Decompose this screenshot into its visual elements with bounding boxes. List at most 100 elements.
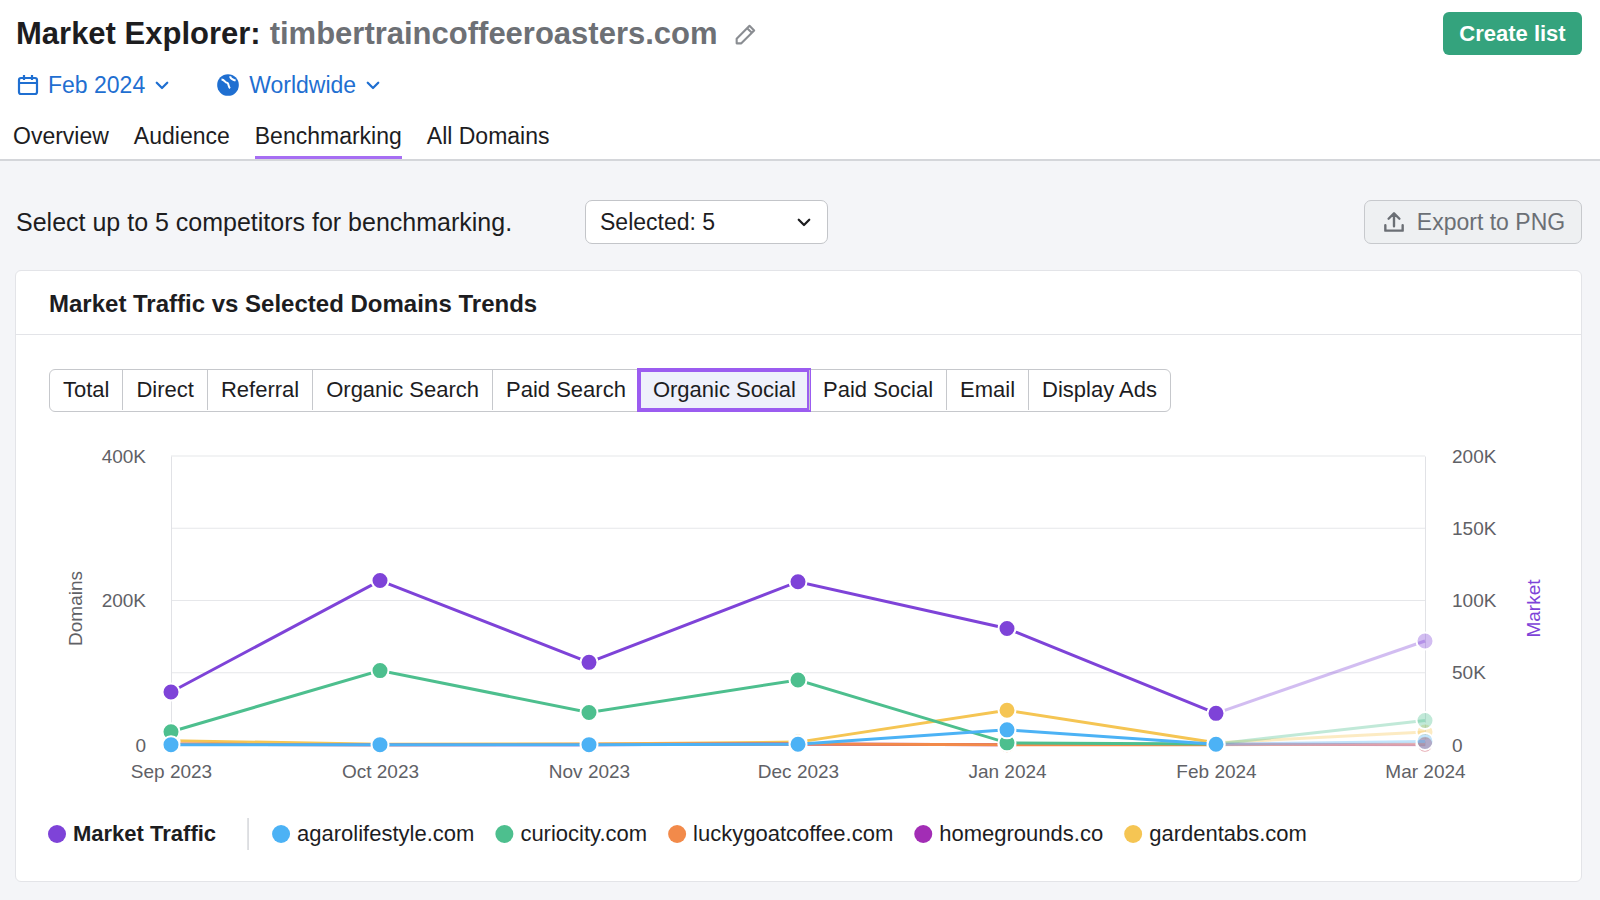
tick: 200K: [102, 590, 171, 611]
point-marker[interactable]: [163, 736, 180, 753]
channel-button[interactable]: Paid Social: [809, 370, 946, 410]
point-marker[interactable]: [790, 573, 807, 590]
series-line-partial: [1216, 743, 1425, 746]
tick-label: 200K: [1452, 446, 1497, 467]
point-marker[interactable]: [581, 736, 598, 753]
legend-item[interactable]: Market Traffic: [48, 821, 216, 846]
benchmark-prompt: Select up to 5 competitors for benchmark…: [16, 200, 512, 244]
point-marker[interactable]: [1208, 736, 1225, 753]
tick: Oct 2023: [342, 745, 419, 782]
point-marker[interactable]: [581, 736, 598, 753]
point-marker[interactable]: [999, 702, 1016, 719]
region-filter[interactable]: Worldwide: [215, 72, 382, 99]
date-filter[interactable]: Feb 2024: [16, 72, 171, 99]
legend-item[interactable]: curiocity.com: [495, 821, 647, 846]
point-marker[interactable]: [372, 662, 389, 679]
point-marker[interactable]: [790, 734, 807, 751]
tick-label: 0: [135, 735, 146, 756]
edit-icon[interactable]: [732, 20, 760, 48]
tick-label: Dec 2023: [758, 761, 839, 782]
upload-icon: [1381, 209, 1407, 235]
point-marker[interactable]: [372, 736, 389, 753]
point-marker[interactable]: [1417, 733, 1434, 750]
tab[interactable]: Audience: [134, 116, 230, 161]
point-marker[interactable]: [372, 736, 389, 753]
tick: 50K: [1425, 662, 1486, 683]
channel-button[interactable]: Organic Search: [312, 370, 492, 410]
competitor-selector[interactable]: Selected: 5: [585, 200, 828, 244]
axis-line: [1425, 457, 1426, 746]
tick-label: Oct 2023: [342, 761, 419, 782]
series-line: [171, 671, 1216, 744]
point-marker[interactable]: [1208, 734, 1225, 751]
legend-marker: [914, 825, 932, 843]
point-marker[interactable]: [372, 736, 389, 753]
series-line: [171, 581, 1216, 714]
point-marker[interactable]: [163, 736, 180, 753]
point-marker[interactable]: [581, 654, 598, 671]
point-marker[interactable]: [999, 736, 1016, 753]
point-marker[interactable]: [581, 704, 598, 721]
grid-line: [171, 528, 1425, 529]
point-marker[interactable]: [581, 736, 598, 753]
point-marker[interactable]: [1417, 736, 1434, 753]
point-marker[interactable]: [790, 671, 807, 688]
export-button[interactable]: Export to PNG: [1364, 200, 1582, 244]
tabs: Overview Audience Benchmarking All Domains: [13, 116, 575, 161]
legend-item[interactable]: luckygoatcoffee.com: [668, 821, 893, 846]
point-marker[interactable]: [999, 736, 1016, 753]
axis-line: [172, 745, 1426, 746]
point-marker[interactable]: [1417, 712, 1434, 729]
point-marker[interactable]: [581, 735, 598, 752]
point-marker[interactable]: [790, 736, 807, 753]
channel-button[interactable]: Referral: [207, 370, 312, 410]
channel-button[interactable]: Organic Social: [639, 370, 809, 410]
filters: Feb 2024 Worldwide: [16, 66, 418, 104]
point-marker[interactable]: [163, 732, 180, 749]
point-marker[interactable]: [163, 736, 180, 753]
point-marker[interactable]: [999, 734, 1016, 751]
point-marker[interactable]: [1417, 736, 1434, 753]
globe: [217, 74, 239, 96]
legend-item[interactable]: homegrounds.co: [914, 821, 1103, 846]
point-marker[interactable]: [1417, 723, 1434, 740]
channel-button[interactable]: Display Ads: [1028, 370, 1170, 410]
title-domain: timbertraincoffeeroasters.com: [270, 16, 718, 52]
chart-card: [15, 270, 1582, 882]
channel-button[interactable]: Paid Search: [492, 370, 639, 410]
channel-button[interactable]: Total: [50, 370, 122, 410]
tick: 0: [1425, 735, 1463, 756]
tab[interactable]: All Domains: [427, 116, 550, 161]
tick-label: 0: [1452, 735, 1463, 756]
tab-divider: [0, 159, 1600, 161]
legend-item[interactable]: gardentabs.com: [1124, 821, 1307, 846]
channel-button[interactable]: Direct: [122, 370, 206, 410]
create-list-button[interactable]: Create list: [1443, 12, 1582, 55]
point-marker[interactable]: [999, 721, 1016, 738]
point-marker[interactable]: [163, 723, 180, 740]
point-marker[interactable]: [1208, 705, 1225, 722]
point-marker[interactable]: [372, 572, 389, 589]
point-marker[interactable]: [790, 735, 807, 752]
tick: 200K: [1425, 446, 1497, 467]
region-label: Worldwide: [249, 72, 356, 99]
point-marker[interactable]: [163, 683, 180, 700]
point-marker[interactable]: [372, 736, 389, 753]
point-marker[interactable]: [999, 620, 1016, 637]
legend-marker: [272, 825, 290, 843]
tab[interactable]: Overview: [13, 116, 109, 161]
point-marker[interactable]: [1417, 632, 1434, 649]
tick: Jan 2024: [968, 745, 1047, 782]
legend-item[interactable]: agarolifestyle.com: [272, 821, 474, 846]
chevron-icon: [795, 213, 813, 231]
card-divider: [16, 334, 1581, 335]
point-marker[interactable]: [790, 735, 807, 752]
point-marker[interactable]: [1208, 736, 1225, 753]
x-axis: Sep 2023Oct 2023Nov 2023Dec 2023Jan 2024…: [131, 745, 1466, 782]
tab[interactable]: Benchmarking: [255, 116, 402, 161]
channel-button[interactable]: Email: [946, 370, 1028, 410]
point-marker[interactable]: [1208, 735, 1225, 752]
series: [163, 721, 1434, 753]
point-marker[interactable]: [1208, 736, 1225, 753]
date-label: Feb 2024: [48, 72, 145, 99]
